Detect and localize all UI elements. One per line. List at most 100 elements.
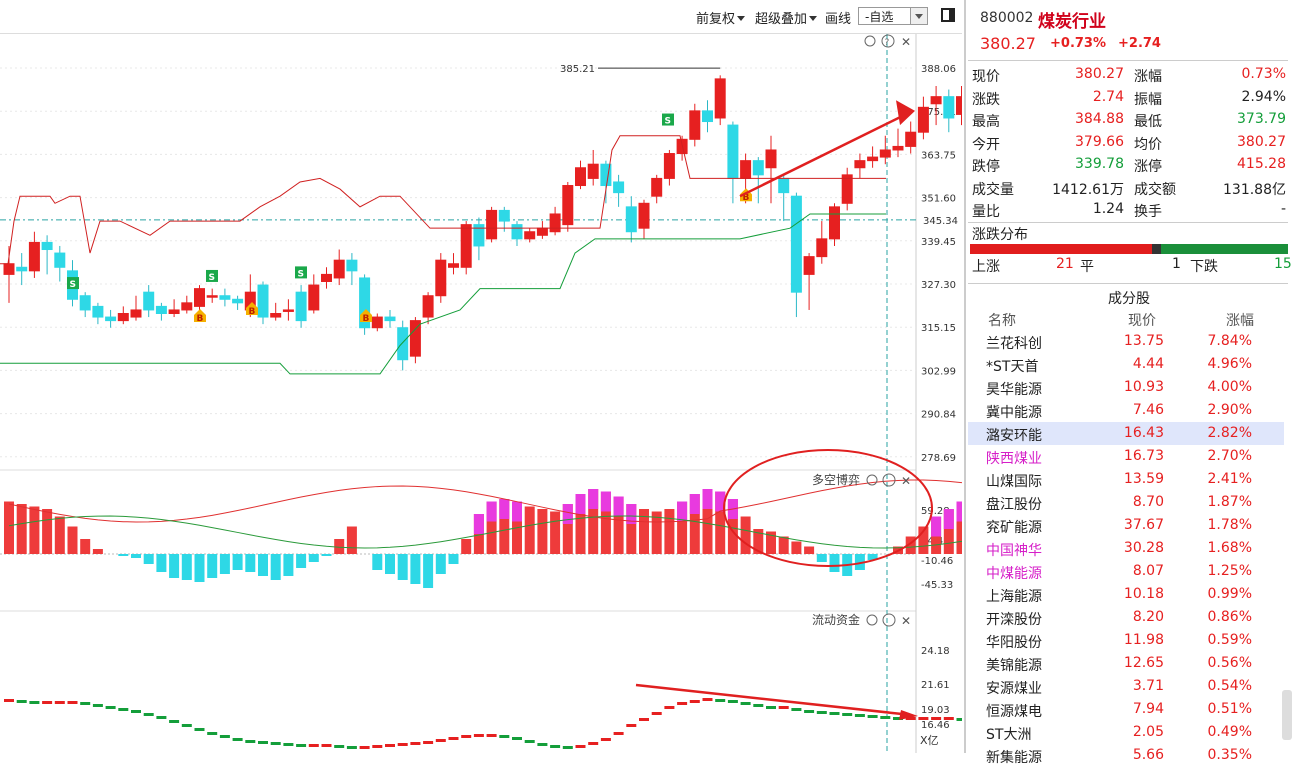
list-item[interactable]: 兖矿能源 37.67 1.78% bbox=[968, 514, 1284, 537]
help-icon[interactable] bbox=[882, 613, 896, 627]
list-item[interactable]: 美锦能源 12.65 0.56% bbox=[968, 652, 1284, 675]
chevron-down-icon[interactable] bbox=[910, 8, 927, 24]
candle-body bbox=[930, 96, 942, 105]
sell-signal-bg bbox=[67, 277, 79, 290]
list-item[interactable]: 盘江股份 8.70 1.87% bbox=[968, 491, 1284, 514]
quote-value: 339.78 bbox=[1075, 156, 1124, 172]
list-item[interactable]: 恒源煤电 7.94 0.51% bbox=[968, 698, 1284, 721]
list-item[interactable]: 中煤能源 8.07 1.25% bbox=[968, 560, 1284, 583]
list-item[interactable]: 新集能源 5.66 0.35% bbox=[968, 744, 1284, 767]
candle-body bbox=[917, 106, 929, 133]
flow-dash bbox=[435, 739, 446, 742]
stock-price: 11.98 bbox=[1123, 632, 1164, 648]
stock-price: 30.28 bbox=[1123, 540, 1164, 556]
stock-pct: 0.54% bbox=[1207, 678, 1252, 694]
list-item[interactable]: ST大洲 2.05 0.49% bbox=[968, 721, 1284, 744]
list-item[interactable]: 开滦股份 8.20 0.86% bbox=[968, 606, 1284, 629]
arrow-head-icon bbox=[899, 710, 918, 720]
histogram-bar bbox=[308, 554, 319, 562]
flow-dash bbox=[575, 745, 586, 748]
draw-line-button[interactable]: 画线 bbox=[825, 8, 851, 27]
list-item[interactable]: 安源煤业 3.71 0.54% bbox=[968, 675, 1284, 698]
flow-dash bbox=[473, 734, 484, 737]
settings-icon[interactable] bbox=[866, 474, 878, 486]
histogram-bar bbox=[194, 554, 205, 582]
panel2-tick: -10.46 bbox=[921, 556, 953, 567]
candle-body bbox=[854, 160, 866, 169]
candle-body bbox=[714, 78, 726, 119]
histogram-bar bbox=[29, 506, 40, 554]
kline-chart[interactable]: 388.06 375.91 363.75 351.60 339.45 327.30 315.… bbox=[0, 34, 962, 753]
flow-dash bbox=[740, 702, 751, 705]
list-item[interactable]: 潞安环能 16.43 2.82% bbox=[968, 422, 1284, 445]
flow-dash bbox=[245, 740, 256, 743]
stock-price: 12.65 bbox=[1123, 655, 1164, 671]
histogram-bar bbox=[118, 554, 129, 556]
dist-down-count: 15 bbox=[1274, 256, 1292, 272]
histogram-bar-top bbox=[562, 504, 573, 524]
stock-price: 8.20 bbox=[1132, 609, 1164, 625]
col-pct[interactable]: 涨幅 bbox=[1226, 313, 1254, 329]
list-item[interactable]: 山煤国际 13.59 2.41% bbox=[968, 468, 1284, 491]
col-price[interactable]: 现价 bbox=[1128, 313, 1156, 329]
col-name[interactable]: 名称 bbox=[988, 313, 1016, 329]
scrollbar[interactable] bbox=[1282, 690, 1292, 740]
panel-toggle-icon[interactable] bbox=[941, 8, 955, 22]
quote-label: 最高 bbox=[972, 114, 1000, 130]
help-icon[interactable] bbox=[881, 34, 895, 48]
quote-value: 380.27 bbox=[1237, 133, 1286, 150]
list-item[interactable]: 华阳股份 11.98 0.59% bbox=[968, 629, 1284, 652]
candle-body bbox=[333, 259, 345, 279]
overlay-menu[interactable]: 超级叠加 bbox=[755, 8, 818, 27]
divider bbox=[968, 60, 1288, 61]
flow-dash bbox=[816, 711, 827, 714]
candle-body bbox=[3, 263, 15, 275]
flow-dash bbox=[232, 738, 243, 741]
settings-icon[interactable] bbox=[866, 614, 878, 626]
stock-price: 10.18 bbox=[1123, 586, 1164, 602]
histogram-bar bbox=[80, 539, 91, 554]
list-item[interactable]: 陕西煤业 16.73 2.70% bbox=[968, 445, 1284, 468]
stock-pct: 1.68% bbox=[1207, 540, 1252, 556]
list-item[interactable]: 兰花科创 13.75 7.84% bbox=[968, 330, 1284, 353]
quote-label: 量比 bbox=[972, 204, 1000, 220]
candle-body bbox=[257, 284, 269, 318]
chevron-down-icon bbox=[809, 16, 818, 21]
candle-body bbox=[92, 305, 104, 318]
stock-price: 13.59 bbox=[1123, 471, 1164, 487]
flow-dash bbox=[626, 724, 637, 727]
flow-dash bbox=[169, 720, 180, 723]
stock-price: 3.71 bbox=[1132, 678, 1164, 694]
index-pct: +0.73% bbox=[1050, 36, 1106, 51]
stock-price: 8.70 bbox=[1132, 494, 1164, 510]
histogram-bar bbox=[499, 499, 510, 554]
flow-dash bbox=[283, 743, 294, 746]
list-item[interactable]: 昊华能源 10.93 4.00% bbox=[968, 376, 1284, 399]
list-item[interactable]: 上海能源 10.18 0.99% bbox=[968, 583, 1284, 606]
long-line bbox=[8, 479, 962, 523]
list-item[interactable]: 中国神华 30.28 1.68% bbox=[968, 537, 1284, 560]
candle-body bbox=[740, 160, 752, 179]
stock-price: 2.05 bbox=[1132, 724, 1164, 740]
dist-flat-count: 1 bbox=[1172, 256, 1181, 272]
list-item[interactable]: *ST天首 4.44 4.96% bbox=[968, 353, 1284, 376]
histogram-bar bbox=[943, 509, 954, 554]
stock-name: 兰花科创 bbox=[986, 336, 1042, 352]
custom-select[interactable]: -自选 bbox=[858, 7, 928, 25]
candle-body bbox=[536, 227, 548, 236]
flow-dash bbox=[461, 735, 472, 738]
buy-signal-icon: B bbox=[363, 314, 370, 324]
quote-row: 涨跌 2.74 振幅 2.94% bbox=[968, 87, 1288, 109]
fq-menu[interactable]: 前复权 bbox=[696, 8, 746, 27]
buy-signal-bg bbox=[194, 309, 206, 323]
list-item[interactable]: 冀中能源 7.46 2.90% bbox=[968, 399, 1284, 422]
sell-signal-bg bbox=[206, 269, 218, 282]
help-icon[interactable] bbox=[882, 473, 896, 487]
stock-price: 13.75 bbox=[1123, 333, 1164, 349]
candle-body bbox=[308, 284, 320, 311]
quote-value: 2.74 bbox=[1092, 88, 1124, 105]
quote-label: 跌停 bbox=[972, 159, 1000, 175]
settings-icon[interactable] bbox=[864, 35, 876, 47]
flow-dash bbox=[448, 737, 459, 740]
candle-body bbox=[486, 209, 498, 240]
